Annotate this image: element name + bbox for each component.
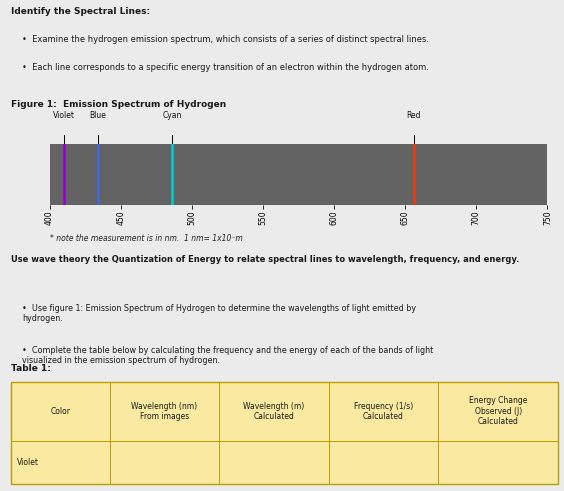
Text: Blue: Blue — [90, 111, 107, 120]
Text: Violet: Violet — [53, 111, 75, 120]
Bar — [219, 382, 329, 441]
Text: Table 1:: Table 1: — [11, 364, 51, 373]
Text: Energy Change
Observed (J)
Calculated: Energy Change Observed (J) Calculated — [469, 397, 527, 426]
Bar — [219, 441, 329, 484]
Text: Figure 1:  Emission Spectrum of Hydrogen: Figure 1: Emission Spectrum of Hydrogen — [11, 100, 227, 109]
Bar — [438, 441, 558, 484]
Text: * note the measurement is in nm.  1 nm= 1x10⁻m: * note the measurement is in nm. 1 nm= 1… — [50, 234, 243, 243]
Text: Violet: Violet — [17, 458, 39, 467]
Text: Wavelength (nm)
From images: Wavelength (nm) From images — [131, 402, 197, 421]
Text: Cyan: Cyan — [162, 111, 182, 120]
Text: •  Use figure 1: Emission Spectrum of Hydrogen to determine the wavelengths of l: • Use figure 1: Emission Spectrum of Hyd… — [22, 304, 416, 323]
Text: •  Examine the hydrogen emission spectrum, which consists of a series of distinc: • Examine the hydrogen emission spectrum… — [22, 35, 429, 44]
Bar — [11, 382, 110, 441]
Bar — [329, 441, 438, 484]
Bar — [110, 441, 219, 484]
Text: Color: Color — [51, 407, 70, 416]
Text: Frequency (1/s)
Calculated: Frequency (1/s) Calculated — [354, 402, 413, 421]
Text: Red: Red — [407, 111, 421, 120]
Bar — [11, 441, 110, 484]
Text: Identify the Spectral Lines:: Identify the Spectral Lines: — [11, 7, 151, 17]
Bar — [329, 382, 438, 441]
Bar — [438, 382, 558, 441]
Text: Use wave theory the Quantization of Energy to relate spectral lines to wavelengt: Use wave theory the Quantization of Ener… — [11, 255, 519, 264]
Text: •  Complete the table below by calculating the frequency and the energy of each : • Complete the table below by calculatin… — [22, 346, 434, 365]
Text: Wavelength (m)
Calculated: Wavelength (m) Calculated — [243, 402, 305, 421]
Text: •  Each line corresponds to a specific energy transition of an electron within t: • Each line corresponds to a specific en… — [22, 63, 429, 72]
Bar — [110, 382, 219, 441]
